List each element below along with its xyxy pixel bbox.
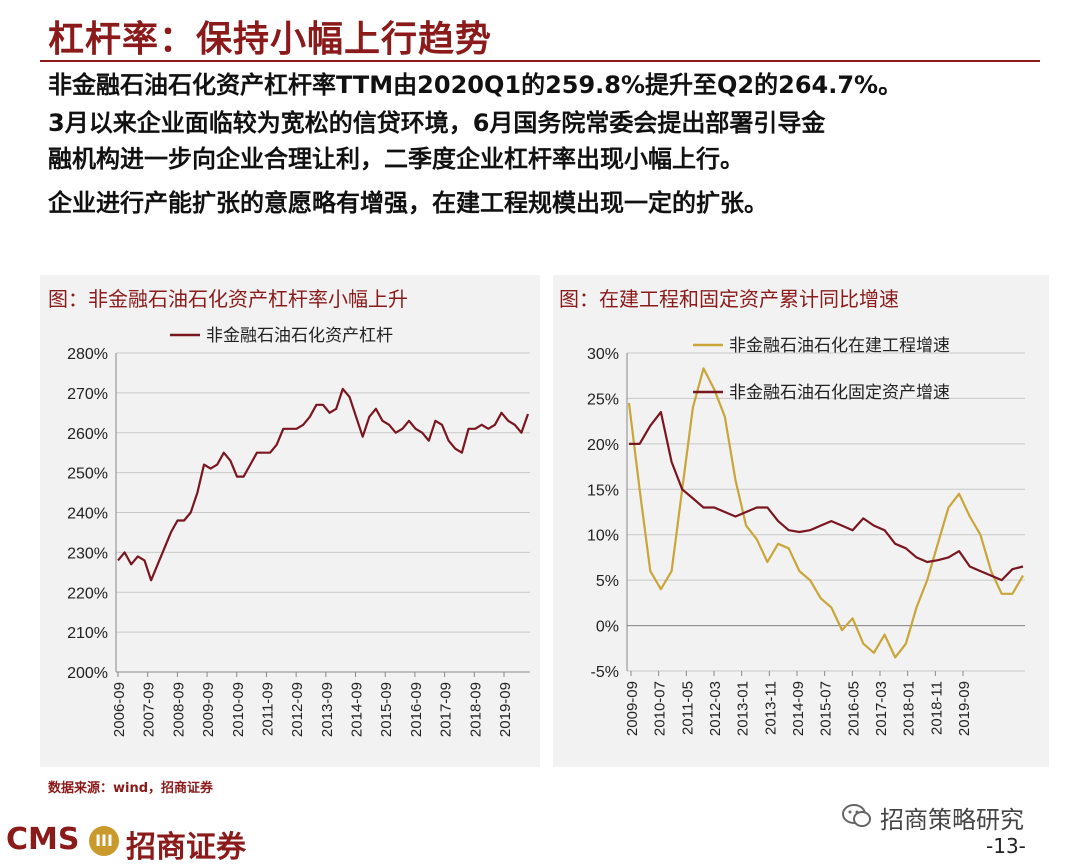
y-tick-label: 260%: [67, 426, 108, 443]
body-line-3: 融机构进一步向企业合理让利，二季度企业杠杆率出现小幅上行。: [48, 145, 744, 173]
series-line-1: [627, 367, 1024, 659]
x-tick-label: 2016-09: [408, 682, 425, 737]
wechat-account: 招商策略研究: [880, 806, 1024, 834]
x-tick-label: 2007-09: [141, 682, 158, 737]
x-tick-label: 2019-09: [497, 682, 514, 737]
body-line-1: 非金融石油石化资产杠杆率TTM由2020Q1的259.8%提升至Q2的264.7…: [48, 71, 903, 99]
legend-label-2: 非金融石油石化固定资产增速: [729, 383, 950, 402]
x-tick-label: 2018-01: [901, 681, 918, 736]
legend-label-1: 非金融石油石化在建工程增速: [729, 336, 950, 355]
x-tick-label: 2015-07: [818, 681, 835, 736]
right-chart-title: 图：在建工程和固定资产累计同比增速: [559, 287, 899, 311]
y-tick-label: 15%: [587, 482, 619, 499]
y-tick-label: 200%: [67, 665, 108, 682]
x-tick-label: 2014-09: [349, 682, 366, 737]
x-tick-label: 2010-09: [230, 682, 247, 737]
x-tick-label: 2013-11: [762, 681, 779, 735]
x-tick-label: 2017-09: [438, 682, 455, 737]
y-tick-label: 30%: [587, 346, 619, 363]
y-tick-label: 270%: [67, 386, 108, 403]
right-chart-panel: 图：在建工程和固定资产累计同比增速 30% 25% 20% 15% 10% 5% 0% -5%…: [553, 275, 1049, 767]
x-tick-label: 2015-09: [378, 682, 395, 737]
y-tick-label: 20%: [587, 437, 619, 454]
x-tick-label: 2006-09: [111, 682, 128, 737]
y-tick-label: 5%: [596, 573, 619, 590]
left-chart-panel: 图：非金融石油石化资产杠杆率小幅上升 280% 270% 260% 250% 240% 2…: [40, 275, 540, 767]
title-divider: [40, 60, 1040, 62]
y-tick-label: 240%: [67, 506, 108, 523]
left-chart-svg: 280% 270% 260% 250% 240% 230% 220% 210% 200%2006…: [67, 326, 530, 737]
y-tick-label: 210%: [67, 625, 108, 642]
x-tick-label: 2009-09: [200, 682, 217, 737]
x-tick-label: 2011-09: [259, 682, 276, 736]
x-tick-label: 2012-03: [707, 681, 724, 736]
x-tick-label: 2019-09: [956, 681, 973, 736]
body-line-4: 企业进行产能扩张的意愿略有增强，在建工程规模出现一定的扩张。: [48, 189, 768, 217]
x-tick-label: 2008-09: [170, 682, 187, 737]
x-tick-label: 2018-11: [928, 681, 945, 735]
y-tick-label: 0%: [596, 619, 619, 636]
left-chart-title: 图：非金融石油石化资产杠杆率小幅上升: [48, 287, 408, 311]
y-tick-label: 10%: [587, 528, 619, 545]
x-tick-label: 2017-03: [873, 681, 890, 736]
series-line-2: [629, 411, 1024, 582]
x-tick-label: 2013-01: [735, 681, 752, 736]
page-title: 杠杆率：保持小幅上行趋势: [48, 19, 493, 60]
x-tick-label: 2018-09: [467, 682, 484, 737]
x-tick-label: 2009-09: [624, 681, 641, 736]
x-tick-label: 2014-09: [790, 681, 807, 736]
series-line-1: [117, 387, 530, 582]
x-tick-label: 2011-05: [679, 681, 696, 735]
x-tick-label: 2016-05: [845, 681, 862, 736]
y-tick-label: -5%: [591, 664, 619, 681]
legend-label-1: 非金融石油石化资产杠杆: [206, 326, 393, 345]
x-tick-label: 2012-09: [289, 682, 306, 737]
y-tick-label: 250%: [67, 466, 108, 483]
x-tick-label: 2010-07: [652, 681, 669, 736]
right-chart-svg: 30% 25% 20% 15% 10% 5% 0% -5% 2009-09 2010-07 2011…: [587, 336, 1025, 736]
logo-cn: 招商证券: [126, 830, 246, 865]
page-number: -13-: [986, 834, 1026, 858]
y-tick-label: 230%: [67, 545, 108, 562]
x-tick-label: 2013-09: [319, 682, 336, 737]
logo-badge-icon: III: [89, 826, 119, 856]
y-tick-label: 220%: [67, 585, 108, 602]
logo-cms: CMS: [6, 822, 80, 857]
y-tick-label: 25%: [587, 391, 619, 408]
wechat-icon: [842, 804, 871, 827]
data-source: 数据来源：wind，招商证券: [48, 781, 214, 796]
body-line-2: 3月以来企业面临较为宽松的信贷环境，6月国务院常委会提出部署引导金: [48, 109, 826, 137]
y-tick-label: 280%: [67, 346, 108, 363]
